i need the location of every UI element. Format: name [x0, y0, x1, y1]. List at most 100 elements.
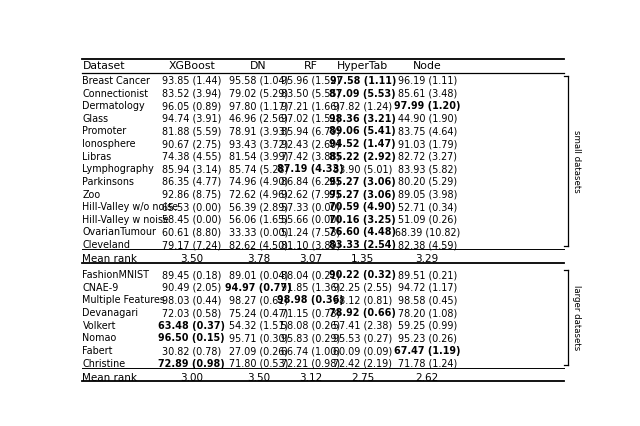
Text: 68.39 (10.82): 68.39 (10.82): [395, 227, 460, 237]
Text: 97.80 (1.17): 97.80 (1.17): [229, 101, 288, 111]
Text: 3.50: 3.50: [180, 254, 203, 264]
Text: 70.59 (4.90): 70.59 (4.90): [330, 202, 396, 212]
Text: Mean rank: Mean rank: [83, 373, 138, 383]
Text: 82.38 (4.59): 82.38 (4.59): [397, 240, 457, 250]
Text: 95.27 (3.06): 95.27 (3.06): [330, 177, 396, 187]
Text: 89.05 (3.98): 89.05 (3.98): [397, 190, 457, 199]
Text: 96.19 (1.11): 96.19 (1.11): [397, 76, 457, 86]
Text: 85.94 (6.79): 85.94 (6.79): [281, 127, 340, 136]
Text: 3.29: 3.29: [415, 254, 439, 264]
Text: 83.90 (5.01): 83.90 (5.01): [333, 164, 392, 174]
Text: 81.10 (3.89): 81.10 (3.89): [281, 240, 340, 250]
Text: Hill-Valley w/o noise: Hill-Valley w/o noise: [83, 202, 179, 212]
Text: 94.72 (1.17): 94.72 (1.17): [397, 283, 457, 293]
Text: 66.74 (1.00): 66.74 (1.00): [281, 346, 340, 356]
Text: 71.80 (0.53): 71.80 (0.53): [229, 359, 288, 368]
Text: 74.96 (4.90): 74.96 (4.90): [229, 177, 288, 187]
Text: 60.61 (8.80): 60.61 (8.80): [162, 227, 221, 237]
Text: 94.52 (1.47): 94.52 (1.47): [330, 139, 396, 149]
Text: 78.91 (3.93): 78.91 (3.93): [229, 127, 288, 136]
Text: 60.09 (0.09): 60.09 (0.09): [333, 346, 392, 356]
Text: 90.49 (2.05): 90.49 (2.05): [162, 283, 221, 293]
Text: 72.62 (4.96): 72.62 (4.96): [229, 190, 288, 199]
Text: larger datasets: larger datasets: [572, 285, 581, 350]
Text: 92.43 (2.60): 92.43 (2.60): [281, 139, 340, 149]
Text: 89.45 (0.18): 89.45 (0.18): [162, 270, 221, 280]
Text: 94.97 (0.77): 94.97 (0.77): [225, 283, 292, 293]
Text: 1.35: 1.35: [351, 254, 374, 264]
Text: 96.05 (0.89): 96.05 (0.89): [162, 101, 221, 111]
Text: 95.58 (1.04): 95.58 (1.04): [229, 76, 288, 86]
Text: Node: Node: [413, 61, 442, 71]
Text: Glass: Glass: [83, 114, 109, 124]
Text: RF: RF: [304, 61, 317, 71]
Text: 95.83 (0.29): 95.83 (0.29): [281, 334, 340, 343]
Text: 89.01 (0.04): 89.01 (0.04): [229, 270, 288, 280]
Text: XGBoost: XGBoost: [168, 61, 215, 71]
Text: Cleveland: Cleveland: [83, 240, 131, 250]
Text: Mean rank: Mean rank: [83, 254, 138, 264]
Text: Lymphography: Lymphography: [83, 164, 154, 174]
Text: 79.17 (7.24): 79.17 (7.24): [162, 240, 221, 250]
Text: 55.66 (0.00): 55.66 (0.00): [281, 215, 340, 225]
Text: 87.19 (4.33): 87.19 (4.33): [277, 164, 344, 174]
Text: 72.42 (2.19): 72.42 (2.19): [333, 359, 392, 368]
Text: 86.35 (4.77): 86.35 (4.77): [162, 177, 221, 187]
Text: 78.20 (1.08): 78.20 (1.08): [397, 308, 457, 318]
Text: Connectionist: Connectionist: [83, 89, 148, 98]
Text: 71.78 (1.24): 71.78 (1.24): [397, 359, 457, 368]
Text: 93.43 (3.72): 93.43 (3.72): [229, 139, 288, 149]
Text: Parkinsons: Parkinsons: [83, 177, 134, 187]
Text: 87.09 (5.53): 87.09 (5.53): [330, 89, 396, 98]
Text: 2.62: 2.62: [415, 373, 439, 383]
Text: 83.50 (5.55): 83.50 (5.55): [281, 89, 340, 98]
Text: 89.06 (5.41): 89.06 (5.41): [330, 127, 396, 136]
Text: 67.47 (1.19): 67.47 (1.19): [394, 346, 460, 356]
Text: 85.61 (3.48): 85.61 (3.48): [397, 89, 457, 98]
Text: 27.09 (0.26): 27.09 (0.26): [229, 346, 288, 356]
Text: 98.98 (0.36): 98.98 (0.36): [277, 296, 344, 305]
Text: 30.82 (0.78): 30.82 (0.78): [162, 346, 221, 356]
Text: 90.67 (2.75): 90.67 (2.75): [162, 139, 221, 149]
Text: 83.93 (5.82): 83.93 (5.82): [397, 164, 457, 174]
Text: 71.15 (0.73): 71.15 (0.73): [281, 308, 340, 318]
Text: 98.12 (0.81): 98.12 (0.81): [333, 296, 392, 305]
Text: 82.62 (4.50): 82.62 (4.50): [229, 240, 288, 250]
Text: 51.09 (0.26): 51.09 (0.26): [397, 215, 457, 225]
Text: 72.03 (0.58): 72.03 (0.58): [162, 308, 221, 318]
Text: 3.12: 3.12: [299, 373, 323, 383]
Text: 90.22 (0.32): 90.22 (0.32): [329, 270, 396, 280]
Text: 81.88 (5.59): 81.88 (5.59): [162, 127, 221, 136]
Text: Nomao: Nomao: [83, 334, 117, 343]
Text: 96.50 (0.15): 96.50 (0.15): [158, 334, 225, 343]
Text: Promoter: Promoter: [83, 127, 127, 136]
Text: 83.52 (3.94): 83.52 (3.94): [162, 89, 221, 98]
Text: 92.25 (2.55): 92.25 (2.55): [333, 283, 392, 293]
Text: 51.24 (7.53): 51.24 (7.53): [281, 227, 340, 237]
Text: 88.04 (0.21): 88.04 (0.21): [281, 270, 340, 280]
Text: 57.41 (2.38): 57.41 (2.38): [333, 321, 392, 331]
Text: 3.50: 3.50: [247, 373, 270, 383]
Text: small datasets: small datasets: [572, 130, 581, 193]
Text: 76.60 (4.48): 76.60 (4.48): [329, 227, 396, 237]
Text: 97.58 (1.11): 97.58 (1.11): [330, 76, 396, 86]
Text: 78.92 (0.66): 78.92 (0.66): [330, 308, 396, 318]
Text: Dermatology: Dermatology: [83, 101, 145, 111]
Text: 72.21 (0.98): 72.21 (0.98): [281, 359, 340, 368]
Text: 98.03 (0.44): 98.03 (0.44): [162, 296, 221, 305]
Text: 54.32 (1.51): 54.32 (1.51): [229, 321, 288, 331]
Text: 82.72 (3.27): 82.72 (3.27): [397, 152, 457, 161]
Text: 85.22 (2.92): 85.22 (2.92): [330, 152, 396, 161]
Text: 58.08 (0.26): 58.08 (0.26): [281, 321, 340, 331]
Text: 98.36 (3.21): 98.36 (3.21): [330, 114, 396, 124]
Text: 77.42 (3.88): 77.42 (3.88): [281, 152, 340, 161]
Text: 70.16 (3.25): 70.16 (3.25): [330, 215, 396, 225]
Text: 33.33 (0.00): 33.33 (0.00): [229, 227, 288, 237]
Text: 79.02 (5.29): 79.02 (5.29): [229, 89, 288, 98]
Text: 98.27 (0.61): 98.27 (0.61): [229, 296, 288, 305]
Text: 97.99 (1.20): 97.99 (1.20): [394, 101, 460, 111]
Text: 85.94 (3.14): 85.94 (3.14): [162, 164, 221, 174]
Text: 63.48 (0.37): 63.48 (0.37): [158, 321, 225, 331]
Text: 44.90 (1.90): 44.90 (1.90): [397, 114, 457, 124]
Text: Zoo: Zoo: [83, 190, 100, 199]
